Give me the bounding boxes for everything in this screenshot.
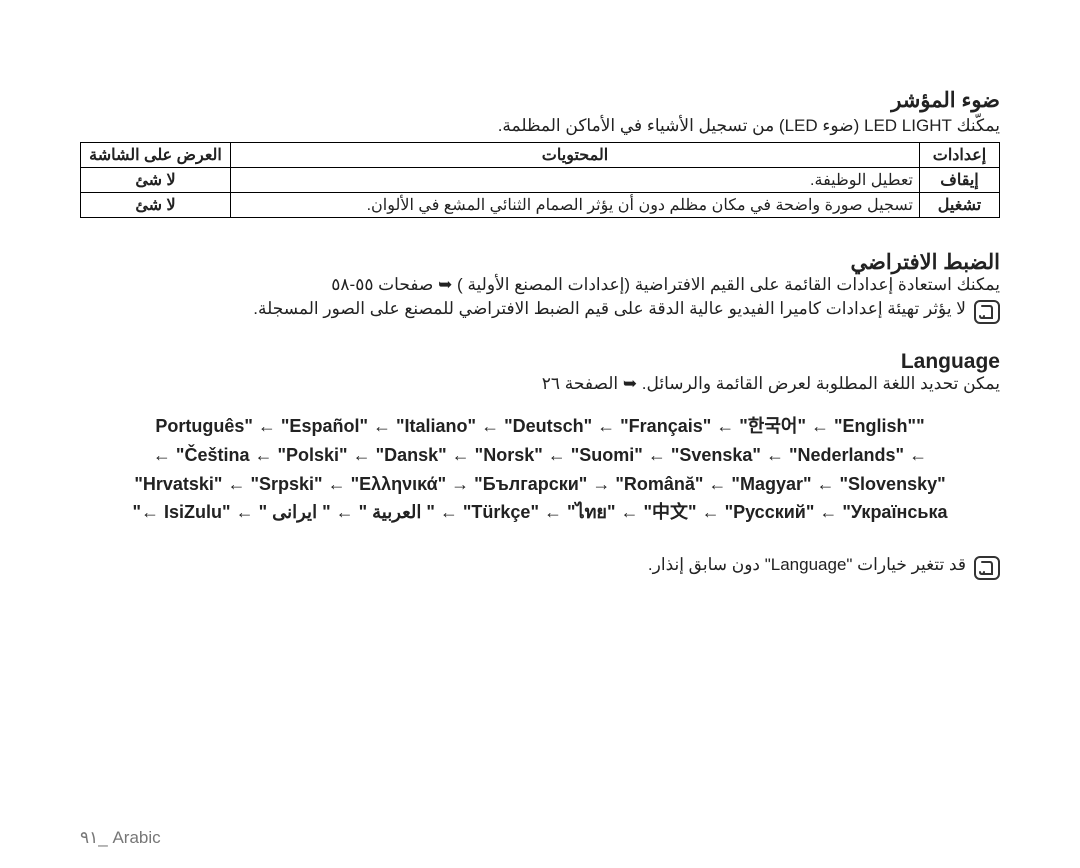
cell-onscreen: لا شئ [81, 168, 231, 193]
cell-setting: تشغيل [920, 193, 1000, 218]
cell-content: تعطيل الوظيفة. [231, 168, 920, 193]
language-line: Português" ← "Español" ← "Italiano" ← "D… [120, 412, 960, 441]
language-line: "← IsiZulu" ← " العربية " ← " ایرانی " ←… [120, 498, 960, 527]
default-setting-body: يمكنك استعادة إعدادات القائمة على القيم … [80, 275, 1000, 295]
language-list: Português" ← "Español" ← "Italiano" ← "D… [80, 412, 1000, 527]
cell-content: تسجيل صورة واضحة في مكان مظلم دون أن يؤث… [231, 193, 920, 218]
col-onscreen-display: العرض على الشاشة [81, 143, 231, 168]
page-footer: ٩١_ Arabic [80, 828, 161, 848]
language-note: قد تتغير خيارات "Language" دون سابق إنذا… [80, 555, 966, 575]
col-contents: المحتويات [231, 143, 920, 168]
page-number: ٩١ [80, 828, 98, 847]
cell-onscreen: لا شئ [81, 193, 231, 218]
default-setting-note: لا يؤثر تهيئة إعدادات كاميرا الفيديو عال… [80, 299, 966, 319]
language-body: يمكن تحديد اللغة المطلوبة لعرض القائمة و… [80, 374, 1000, 394]
page-label: Arabic [112, 828, 160, 847]
note-icon [974, 556, 1000, 580]
table-row: لا شئ تعطيل الوظيفة. إيقاف [81, 168, 1000, 193]
language-line: "Hrvatski" ← "Srpski" ← "Ελληνικά" → "Бъ… [120, 470, 960, 499]
led-light-title: ضوء المؤشر [80, 88, 1000, 113]
default-setting-title: الضبط الافتراضي [80, 250, 1000, 275]
table-row: لا شئ تسجيل صورة واضحة في مكان مظلم دون … [81, 193, 1000, 218]
language-title: Language [80, 350, 1000, 374]
led-light-table: العرض على الشاشة المحتويات إعدادات لا شئ… [80, 142, 1000, 218]
language-line: ← "Čeština ← "Polski" ← "Dansk" ← "Norsk… [120, 441, 960, 470]
table-header-row: العرض على الشاشة المحتويات إعدادات [81, 143, 1000, 168]
led-light-subtitle: يمكّنك LED LIGHT (ضوء LED) من تسجيل الأش… [80, 116, 1000, 136]
col-settings: إعدادات [920, 143, 1000, 168]
cell-setting: إيقاف [920, 168, 1000, 193]
note-icon [974, 300, 1000, 324]
